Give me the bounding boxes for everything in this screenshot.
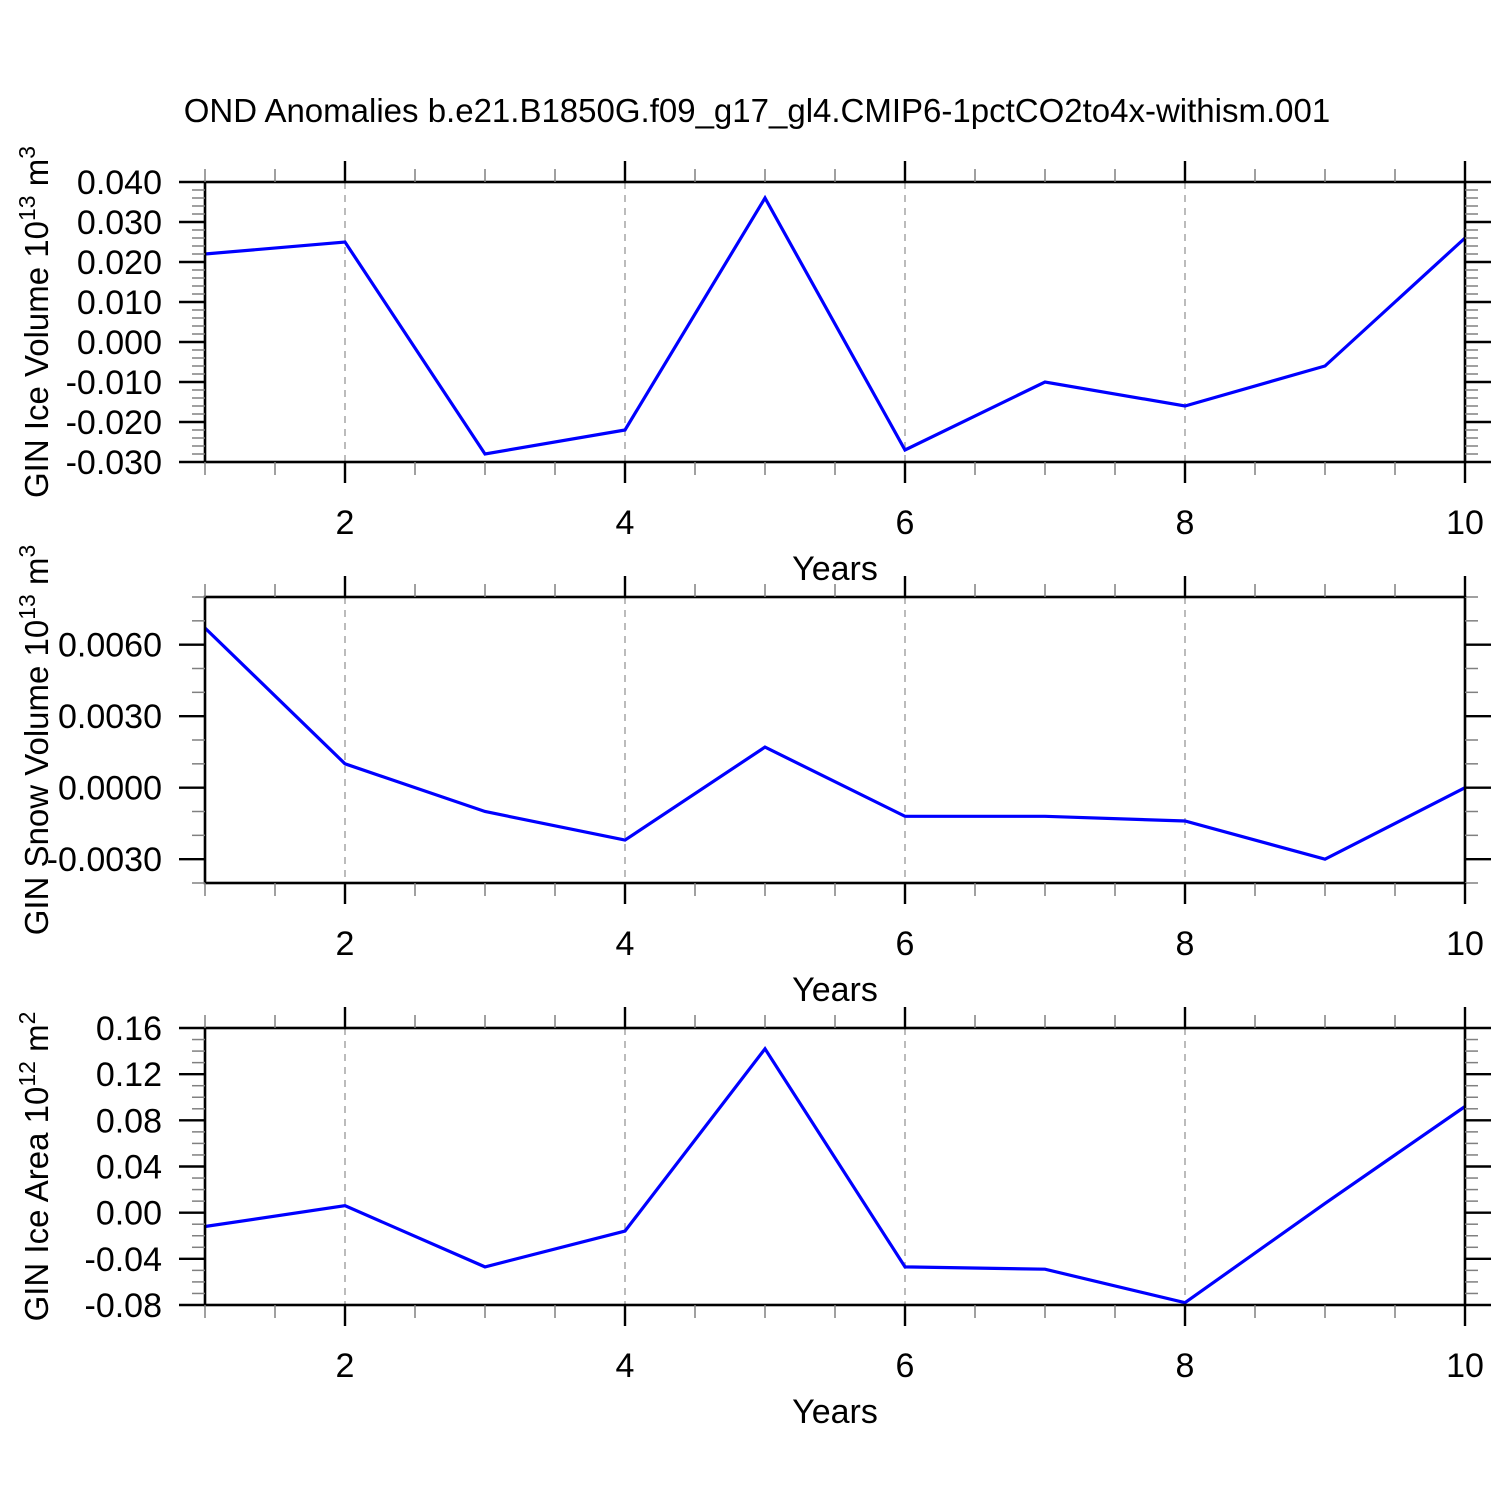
y-tick-label: 0.000 (77, 324, 162, 362)
y-tick-label: 0.08 (96, 1102, 162, 1140)
x-tick-label: 8 (1176, 504, 1195, 542)
y-axis-title: GIN Snow Volume 1013 m3 (14, 545, 55, 936)
y-tick-label: 0.04 (96, 1149, 162, 1187)
y-tick-label: 0.0030 (58, 698, 162, 736)
x-tick-label: 4 (616, 1347, 635, 1385)
axis-box (203, 1026, 1467, 1307)
gin-ice-volume-line (204, 194, 1467, 456)
panels-group: -0.030-0.020-0.0100.0000.0100.0200.0300.… (14, 146, 1491, 1431)
x-tick-label: 4 (616, 925, 635, 963)
x-tick-label: 6 (896, 925, 915, 963)
y-tick-label: 0.16 (96, 1010, 162, 1048)
y-axis-title: GIN Ice Area 1012 m2 (14, 1012, 55, 1322)
panel-gin-snow-volume: -0.0030 0.0000 0.0030 0.0060 2 4 6 8 10 Years GIN … (14, 545, 1491, 1009)
y-tick-label: 0.040 (77, 164, 162, 202)
x-tick-label: 8 (1176, 1347, 1195, 1385)
x-axis-title: Years (792, 971, 878, 1009)
y-axis-title: GIN Ice Volume 1013 m3 (14, 146, 55, 498)
panel-gin-ice-area: -0.08 -0.04 0.00 0.04 0.08 0.12 0.16 2 4 6 8 10 Year… (14, 1007, 1491, 1431)
y-tick-label: 0.020 (77, 244, 162, 282)
x-tick-label: 2 (336, 925, 355, 963)
y-tick-label: 0.0060 (58, 627, 162, 665)
y-tick-label: -0.0030 (47, 841, 162, 879)
x-tick-label: 10 (1446, 1347, 1484, 1385)
x-tick-label: 6 (896, 504, 915, 542)
x-axis-title: Years (792, 1393, 878, 1431)
x-tick-label: 8 (1176, 925, 1195, 963)
y-tick-label: 0.0000 (58, 770, 162, 808)
panel-gin-ice-volume: -0.030-0.020-0.0100.0000.0100.0200.0300.… (14, 146, 1491, 588)
x-tick-label: 4 (616, 504, 635, 542)
x-tick-label: 10 (1446, 925, 1484, 963)
x-tick-label: 2 (336, 504, 355, 542)
y-tick-label: -0.010 (66, 364, 162, 402)
y-tick-label: -0.020 (66, 404, 162, 442)
y-tick-label: 0.12 (96, 1056, 162, 1094)
figure-title: OND Anomalies b.e21.B1850G.f09_g17_gl4.C… (184, 92, 1330, 129)
x-tick-label: 2 (336, 1347, 355, 1385)
y-tick-label: 0.010 (77, 284, 162, 322)
y-tick-label: -0.030 (66, 444, 162, 482)
x-tick-label: 6 (896, 1347, 915, 1385)
axis-box (203, 595, 1467, 885)
y-tick-label: -0.04 (85, 1241, 163, 1279)
y-tick-label: 0.030 (77, 204, 162, 242)
y-tick-label: -0.08 (85, 1287, 163, 1325)
gin-snow-volume-line (203, 626, 1466, 861)
x-tick-label: 10 (1446, 504, 1484, 542)
y-tick-label: 0.00 (96, 1195, 162, 1233)
x-axis-title: Years (792, 550, 878, 588)
gin-ice-area-line (204, 1046, 1466, 1305)
